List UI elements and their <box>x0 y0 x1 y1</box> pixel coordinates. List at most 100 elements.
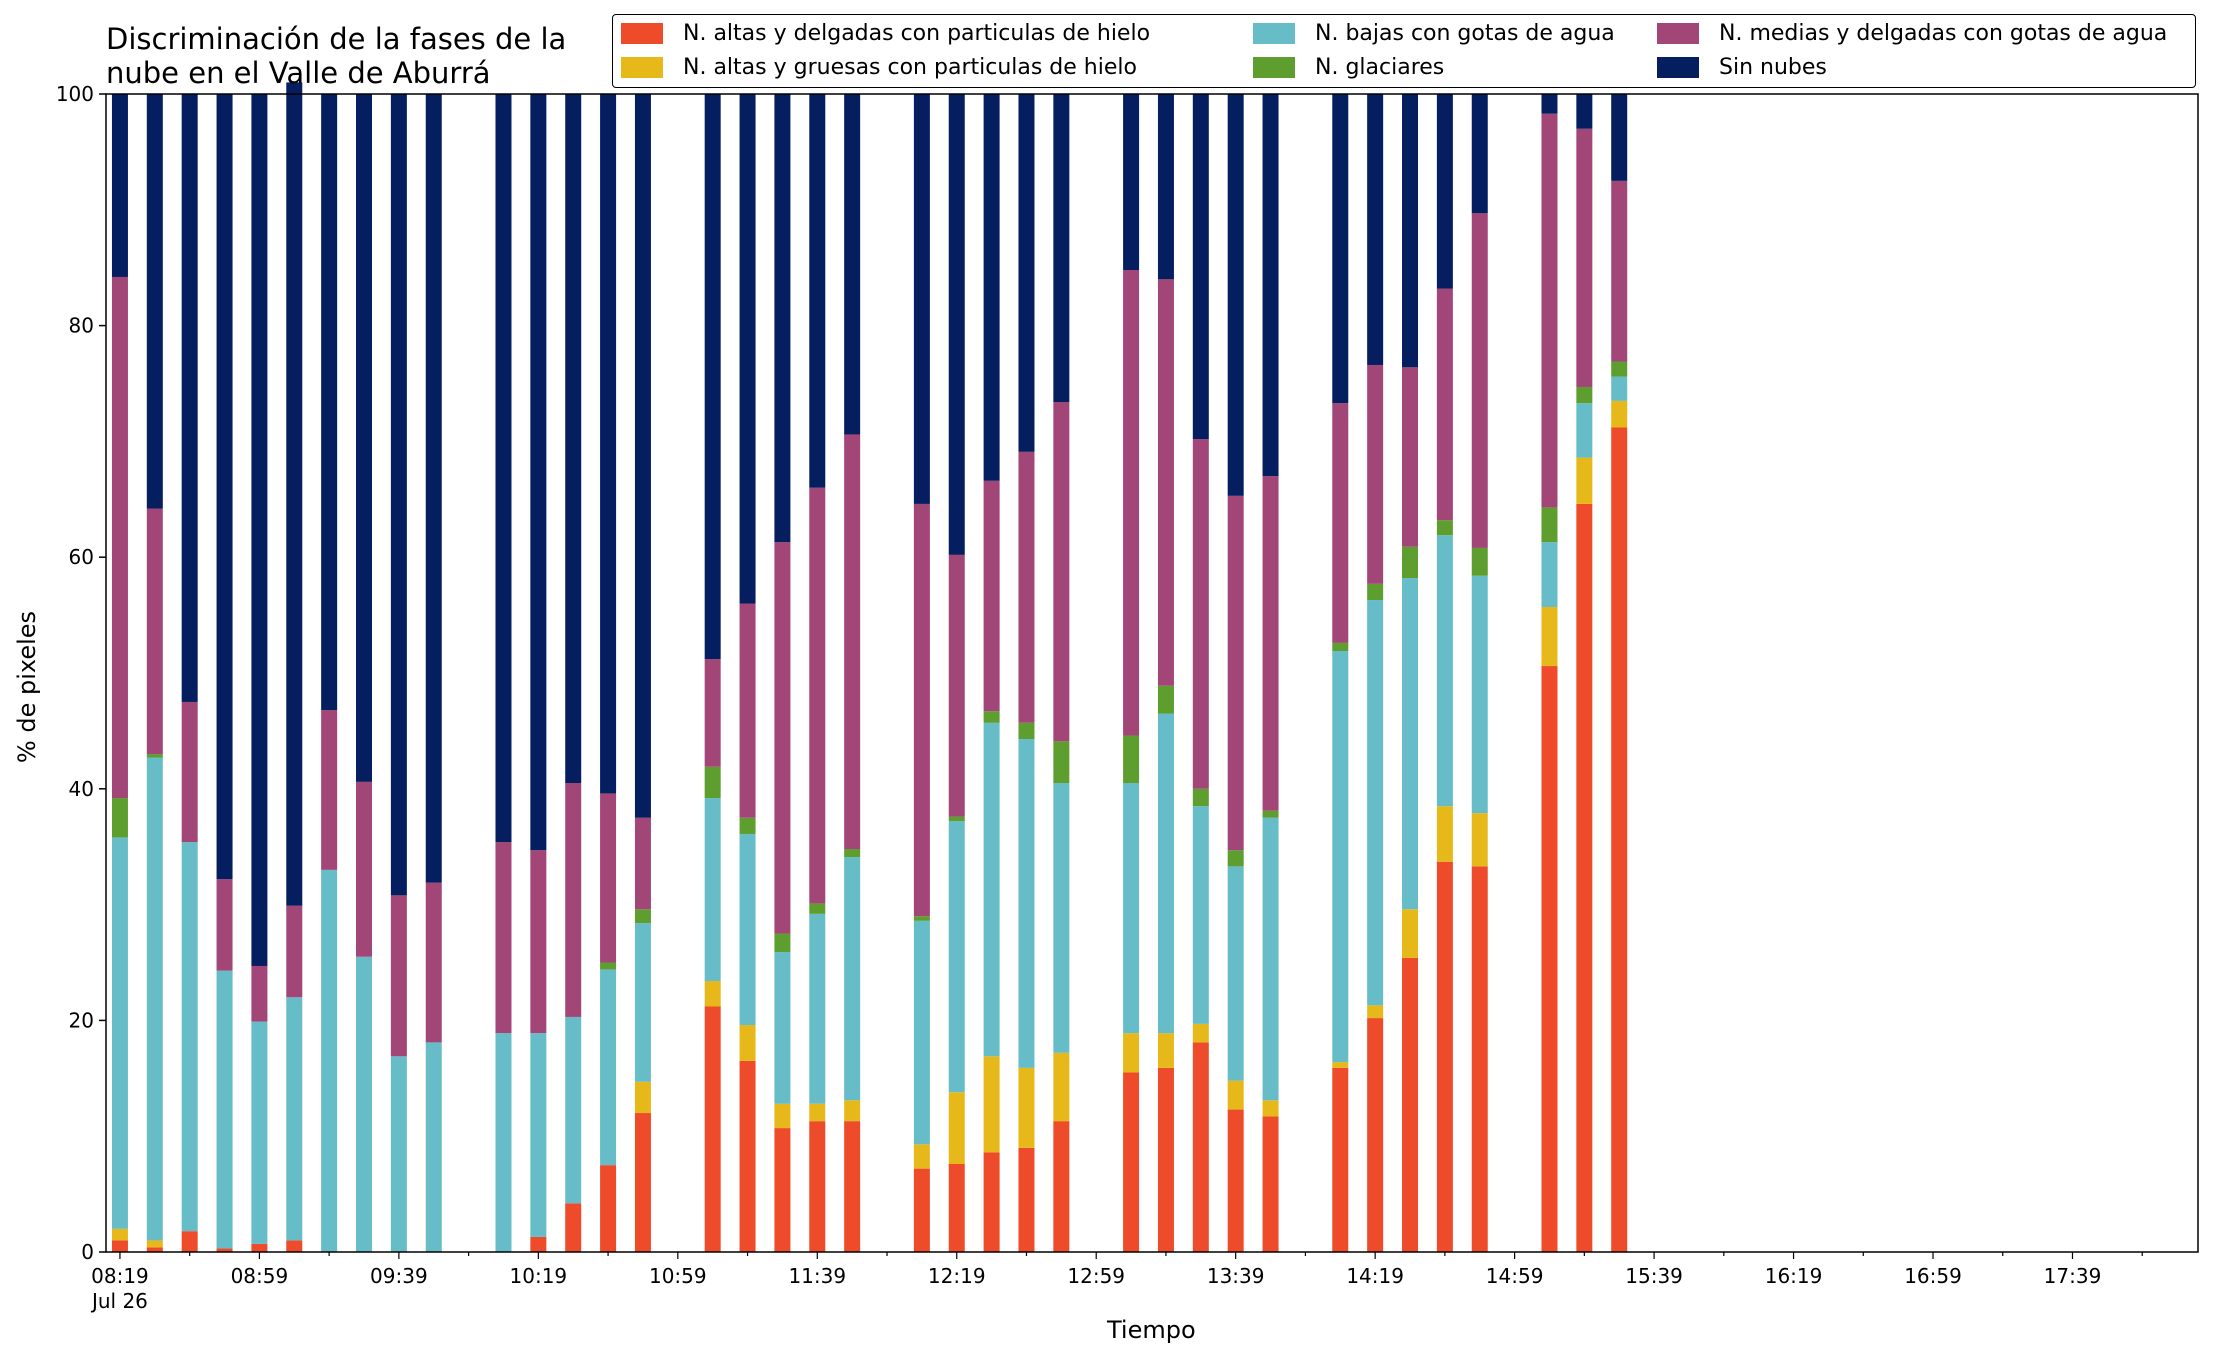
bar-segment-s4-26 <box>1157 279 1174 686</box>
bar-segment-s2-37 <box>1611 376 1628 401</box>
bar-segment-s2-35 <box>1541 542 1558 607</box>
bar-segment-s2-19 <box>844 857 861 1101</box>
bar-segment-s5-29 <box>1262 94 1279 477</box>
bar-segment-s0-1 <box>146 1247 163 1252</box>
bar-segment-s0-36 <box>1576 503 1593 1252</box>
bar-segment-s3-30 <box>1332 642 1349 651</box>
bar-segment-s4-6 <box>321 710 338 870</box>
bar-segment-s1-24 <box>1053 1052 1070 1122</box>
bars-layer <box>111 82 1628 1252</box>
bar-segment-s3-26 <box>1157 685 1174 714</box>
bar-segment-s1-29 <box>1262 1100 1279 1117</box>
bar-segment-s0-3 <box>216 1248 233 1252</box>
bar-segment-s2-6 <box>321 869 338 1252</box>
bar-segment-s3-13 <box>600 962 617 970</box>
bar-segment-s0-0 <box>111 1240 128 1252</box>
bar-segment-s4-17 <box>774 542 791 934</box>
bar-segment-s5-1 <box>146 94 163 509</box>
bar-segment-s4-25 <box>1123 270 1140 736</box>
bar-segment-s1-16 <box>739 1025 756 1061</box>
bar-segment-s5-14 <box>634 94 651 818</box>
chart-title: Discriminación de la fases de la nube en… <box>106 22 567 90</box>
bar-segment-s2-21 <box>948 821 965 1093</box>
bar-segment-s5-9 <box>425 94 442 883</box>
bar-segment-s2-15 <box>704 798 721 982</box>
bar-segment-s1-23 <box>1018 1067 1035 1148</box>
bar-segment-s2-33 <box>1436 535 1453 807</box>
bar-segment-s1-32 <box>1402 909 1419 958</box>
bar-segment-s1-21 <box>948 1092 965 1164</box>
x-tick-label-2: 09:39 <box>370 1264 428 1288</box>
bar-segment-s1-27 <box>1192 1023 1209 1043</box>
legend-label-3: N. glaciares <box>1315 55 1445 80</box>
legend-label-2: N. bajas con gotas de agua <box>1315 21 1615 46</box>
bar-segment-s2-2 <box>181 842 198 1232</box>
x-tick-label-9: 14:19 <box>1346 1264 1404 1288</box>
legend-swatch-5 <box>1657 57 1699 78</box>
bar-segment-s3-21 <box>948 816 965 822</box>
bar-segment-s5-5 <box>286 82 303 906</box>
bar-segment-s3-16 <box>739 817 756 834</box>
bar-segment-s0-15 <box>704 1006 721 1252</box>
bar-segment-s2-27 <box>1192 806 1209 1024</box>
bar-segment-s3-35 <box>1541 507 1558 543</box>
x-tick-label-10: 14:59 <box>1486 1264 1544 1288</box>
bar-segment-s4-19 <box>844 434 861 850</box>
bar-segment-s3-36 <box>1576 386 1593 404</box>
bar-segment-s4-20 <box>913 503 930 917</box>
bar-segment-s3-37 <box>1611 361 1628 377</box>
bar-segment-s0-32 <box>1402 957 1419 1252</box>
bar-segment-s2-29 <box>1262 817 1279 1101</box>
bar-segment-s1-1 <box>146 1240 163 1248</box>
legend-item-series-1: N. altas y gruesas con particulas de hie… <box>621 55 1137 80</box>
bar-segment-s2-20 <box>913 920 930 1145</box>
bar-segment-s5-16 <box>739 94 756 604</box>
bar-segment-s4-11 <box>530 850 547 1034</box>
bar-segment-s4-36 <box>1576 128 1593 387</box>
bar-segment-s1-22 <box>983 1056 1000 1153</box>
bar-segment-s0-21 <box>948 1163 965 1252</box>
bar-segment-s1-28 <box>1227 1080 1244 1110</box>
bar-segment-s2-28 <box>1227 866 1244 1081</box>
bar-segment-s4-22 <box>983 480 1000 712</box>
bar-segment-s3-14 <box>634 909 651 924</box>
x-tick-label-3: 10:19 <box>510 1264 568 1288</box>
bar-segment-s2-13 <box>600 969 617 1166</box>
bar-segment-s2-34 <box>1471 575 1488 814</box>
bar-segment-s5-4 <box>251 94 268 966</box>
bar-segment-s0-22 <box>983 1152 1000 1252</box>
bar-segment-s5-12 <box>565 94 582 784</box>
bar-segment-s1-33 <box>1436 806 1453 862</box>
bar-segment-s1-25 <box>1123 1033 1140 1073</box>
bar-segment-s4-33 <box>1436 288 1453 521</box>
bar-segment-s0-31 <box>1367 1018 1384 1252</box>
bar-segment-s5-8 <box>390 94 407 896</box>
bar-segment-s4-0 <box>111 276 128 799</box>
legend-swatch-0 <box>621 23 663 44</box>
bar-segment-s0-33 <box>1436 861 1453 1252</box>
x-tick-sublabel-0: Jul 26 <box>90 1289 148 1313</box>
bar-segment-s2-14 <box>634 923 651 1082</box>
bar-segment-s0-20 <box>913 1168 930 1252</box>
bar-segment-s0-30 <box>1332 1067 1349 1252</box>
bar-segment-s4-10 <box>495 842 512 1034</box>
bar-segment-s3-23 <box>1018 722 1035 739</box>
bar-segment-s4-34 <box>1471 213 1488 548</box>
bar-segment-s5-26 <box>1157 94 1174 280</box>
bar-segment-s4-32 <box>1402 367 1419 547</box>
bar-segment-s3-29 <box>1262 810 1279 818</box>
bar-segment-s3-33 <box>1436 520 1453 536</box>
bar-segment-s3-31 <box>1367 583 1384 601</box>
bar-segment-s4-30 <box>1332 403 1349 643</box>
bar-segment-s2-0 <box>111 837 128 1229</box>
legend-item-series-4: N. medias y delgadas con gotas de agua <box>1657 21 2167 46</box>
legend-label-5: Sin nubes <box>1719 55 1827 80</box>
bar-segment-s0-24 <box>1053 1121 1070 1252</box>
legend-item-series-3: N. glaciares <box>1253 55 1444 80</box>
bar-segment-s0-25 <box>1123 1072 1140 1252</box>
bar-segment-s2-10 <box>495 1033 512 1252</box>
bar-segment-s5-37 <box>1611 94 1628 181</box>
bar-segment-s0-11 <box>530 1236 547 1252</box>
